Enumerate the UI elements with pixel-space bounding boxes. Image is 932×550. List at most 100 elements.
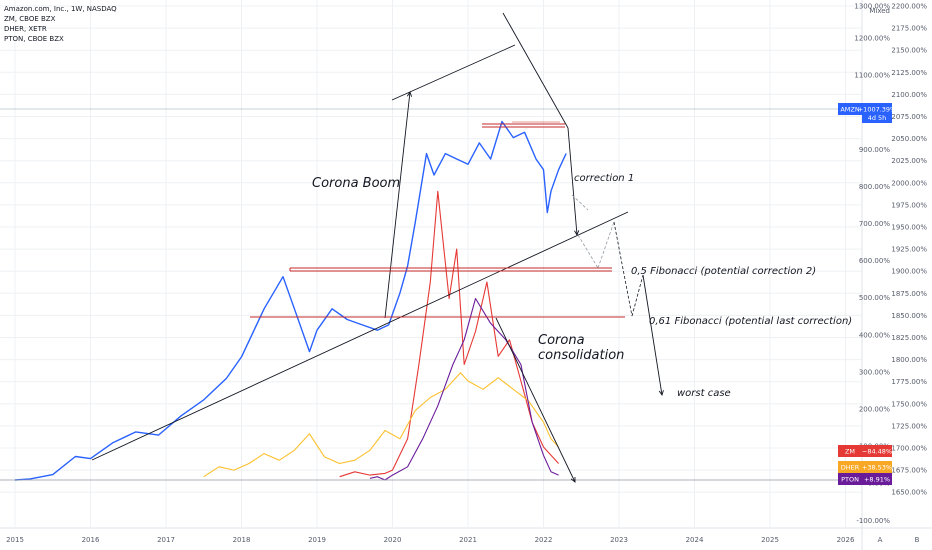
y-tick-price: 1750.00% bbox=[891, 400, 927, 408]
arrowhead-c1 bbox=[574, 230, 580, 237]
y-tick-price: 2075.00% bbox=[891, 113, 927, 121]
correction-1-arrow bbox=[567, 127, 578, 236]
zm-value: −84.48% bbox=[862, 448, 892, 456]
annotation-layer: Corona Boom correction 1 0,5 Fibonacci (po… bbox=[312, 173, 852, 399]
x-tick-label: 2024 bbox=[686, 536, 704, 544]
series-amzn bbox=[14, 120, 567, 481]
y-tick-pct: 1300.00% bbox=[854, 3, 890, 11]
pton-label-bg bbox=[838, 473, 862, 485]
label-worst-case: worst case bbox=[677, 388, 731, 399]
y-tick-pct: 500.00% bbox=[859, 294, 890, 302]
dash-3 bbox=[613, 221, 633, 317]
dher-label: DHER bbox=[841, 464, 860, 472]
y-tick-price: 2125.00% bbox=[891, 69, 927, 77]
x-tick-label: 2018 bbox=[233, 536, 251, 544]
worst-case-arrow bbox=[642, 274, 663, 396]
y-tick-price: 1975.00% bbox=[891, 201, 927, 209]
dash-1 bbox=[577, 234, 599, 269]
legend: Amazon.com, Inc., 1W, NASDAQ ZM, CBOE BZ… bbox=[4, 4, 117, 44]
x-tick-label: 2017 bbox=[157, 536, 175, 544]
axis-panel bbox=[862, 0, 932, 550]
consolidation-arrow bbox=[495, 317, 576, 483]
y-tick-pct: 400.00% bbox=[859, 331, 890, 339]
scale-mode: Mixed bbox=[869, 7, 890, 15]
y-tick-price: 1850.00% bbox=[891, 312, 927, 320]
x-tick-label: 2023 bbox=[610, 536, 628, 544]
x-tick-label: 2016 bbox=[82, 536, 100, 544]
amzn-value: +1007.39% bbox=[858, 106, 897, 114]
y-tick-price: 1700.00% bbox=[891, 445, 927, 453]
dash-5 bbox=[571, 194, 589, 211]
y-axis-right: 2200.00% 2175.00% 2150.00% 2125.00% 2100.00%… bbox=[854, 3, 927, 525]
y-tick-price: 2000.00% bbox=[891, 179, 927, 187]
footer-b: B bbox=[915, 536, 920, 544]
y-tick-price: 1900.00% bbox=[891, 268, 927, 276]
y-tick-price: 2050.00% bbox=[891, 135, 927, 143]
y-tick-pct: 700.00% bbox=[859, 220, 890, 228]
y-tick-pct: -100.00% bbox=[856, 517, 890, 525]
x-tick-label: 2020 bbox=[384, 536, 402, 544]
y-tick-price: 1675.00% bbox=[891, 467, 927, 475]
amzn-label: AMZN bbox=[840, 106, 860, 114]
y-tick-pct: 900.00% bbox=[859, 146, 890, 154]
zm-label-bg bbox=[838, 445, 862, 457]
zm-label: ZM bbox=[845, 448, 855, 456]
legend-item-dher[interactable]: DHER, XETR bbox=[4, 25, 47, 33]
drawings-layer bbox=[91, 12, 664, 483]
y-tick-price: 1950.00% bbox=[891, 224, 927, 232]
y-tick-price: 2025.00% bbox=[891, 157, 927, 165]
label-corona-boom: Corona Boom bbox=[312, 176, 400, 191]
y-tick-price: 1775.00% bbox=[891, 378, 927, 386]
x-tick-label: 2015 bbox=[6, 536, 24, 544]
zm-value-bg bbox=[862, 445, 892, 457]
pton-value: +8.91% bbox=[864, 476, 890, 484]
label-fib-05: 0,5 Fibonacci (potential correction 2) bbox=[631, 266, 816, 277]
pton-value-bg bbox=[862, 473, 892, 485]
amzn-label-bg bbox=[838, 103, 862, 115]
y-tick-pct: 600.00% bbox=[859, 257, 890, 265]
x-tick-label: 2025 bbox=[761, 536, 779, 544]
y-tick-price: 1725.00% bbox=[891, 422, 927, 430]
dash-4 bbox=[631, 274, 644, 317]
y-tick-pct: 800.00% bbox=[859, 183, 890, 191]
series-zm bbox=[339, 190, 560, 478]
legend-item-pton[interactable]: PTON, CBOE BZX bbox=[4, 35, 64, 43]
x-tick-label: 2021 bbox=[459, 536, 477, 544]
legend-main[interactable]: Amazon.com, Inc., 1W, NASDAQ bbox=[4, 5, 117, 13]
amzn-value-bg bbox=[862, 103, 892, 123]
arrowhead-worst bbox=[658, 390, 664, 397]
y-tick-price: 2100.00% bbox=[891, 91, 927, 99]
legend-item-zm[interactable]: ZM, CBOE BZX bbox=[4, 15, 56, 23]
label-fib-061: 0,61 Fibonacci (potential last correctio… bbox=[649, 316, 852, 327]
dher-value: +38.53% bbox=[862, 464, 892, 472]
y-tick-pct: 1100.00% bbox=[854, 72, 890, 80]
pton-label: PTON bbox=[841, 476, 859, 484]
label-correction-1: correction 1 bbox=[574, 173, 634, 184]
amzn-sub: 4d 5h bbox=[868, 114, 887, 122]
trendline-support bbox=[91, 211, 629, 461]
y-tick-pct: 1200.00% bbox=[854, 35, 890, 43]
dher-label-bg bbox=[838, 461, 862, 473]
y-tick-pct: 300.00% bbox=[859, 368, 890, 376]
dash-2 bbox=[597, 221, 615, 269]
series-layer bbox=[0, 108, 862, 481]
dher-value-bg bbox=[862, 461, 892, 473]
series-dher bbox=[203, 372, 560, 478]
x-tick-label: 2026 bbox=[837, 536, 855, 544]
x-tick-label: 2022 bbox=[535, 536, 553, 544]
y-tick-price: 1875.00% bbox=[891, 290, 927, 298]
y-tick-price: 1800.00% bbox=[891, 356, 927, 364]
arrowhead-consol bbox=[570, 476, 576, 483]
label-corona: Corona bbox=[538, 333, 585, 348]
label-consolidation: consolidation bbox=[538, 348, 624, 363]
y-tick-price: 2150.00% bbox=[891, 47, 927, 55]
y-tick-price: 2200.00% bbox=[891, 3, 927, 11]
boom-arrow bbox=[384, 91, 411, 319]
y-tick-price: 1825.00% bbox=[891, 334, 927, 342]
footer-a: A bbox=[878, 536, 883, 544]
trendline-top bbox=[391, 44, 516, 101]
y-tick-pct: 200.00% bbox=[859, 406, 890, 414]
price-badges: AMZN+1007.39%4d 5h ZM −84.48%DHER +38.53%PT… bbox=[838, 103, 896, 485]
